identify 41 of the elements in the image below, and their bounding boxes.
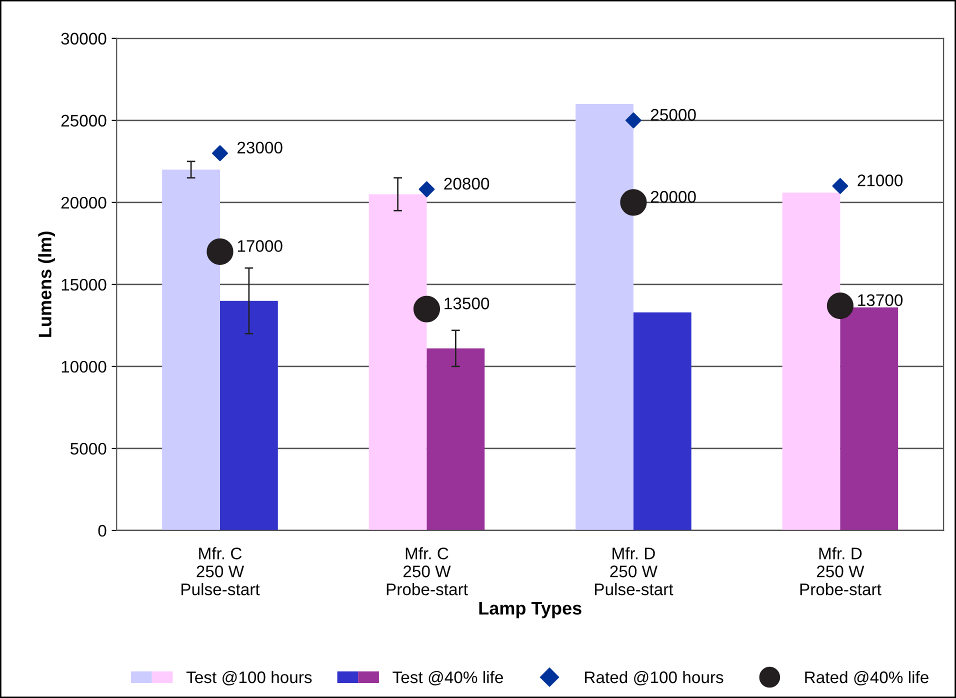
bar [576,104,634,530]
point [418,181,435,198]
legend-label: Test @40% life [392,670,503,686]
y-tick-label: 10000 [62,360,106,373]
y-tick-label: 20000 [61,196,106,209]
bar [840,307,898,530]
point [212,145,228,162]
data-label: 13500 [444,298,490,310]
point [620,189,647,216]
data-label: 20800 [444,178,490,190]
x-tick-label: Mfr. C 250 W Pulse-start [182,547,260,596]
point [826,292,854,320]
x-tick-label: Mfr. C 250 W Probe-start [386,547,468,596]
point [625,112,642,128]
bar [633,312,692,530]
data-label: 13700 [858,294,903,306]
data-label: 17000 [238,240,282,252]
bar [782,192,840,530]
y-tick-label: 30000 [61,32,106,45]
x-tick-label: Mfr. D 250 W Pulse-start [595,547,674,596]
bar [162,170,220,530]
data-label: 23000 [238,142,282,154]
data-label: 21000 [858,174,903,186]
bar [220,300,278,530]
y-tick-label: 25000 [61,114,106,127]
x-tick-label: Mfr. D 250 W Probe-start [800,547,882,596]
data-label: 20000 [650,190,696,203]
data-label: 25000 [650,108,696,121]
legend-label: Test @100 hours [186,670,312,686]
x-axis-title: Lamp Types [479,602,582,618]
point [413,296,440,322]
y-tick-label: 15000 [62,278,106,291]
y-tick-label: 5000 [70,442,106,455]
legend-label: Rated @40% life [805,670,928,686]
bar [426,348,485,530]
y-axis-title: Lumens (lm) [38,232,56,337]
y-tick-label: 0 [98,524,106,537]
legend-label: Rated @100 hours [585,670,724,686]
point [206,238,234,265]
point [832,178,848,194]
bar [368,194,427,530]
